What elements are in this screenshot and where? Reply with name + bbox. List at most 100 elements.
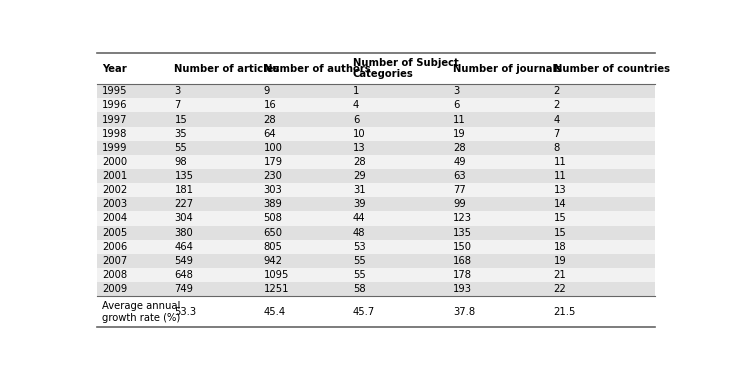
Bar [98,127,170,141]
Text: 100: 100 [264,143,283,153]
Text: 749: 749 [175,284,194,294]
Text: 7: 7 [553,129,560,139]
Text: 303: 303 [264,185,283,195]
Bar [549,169,655,183]
Text: 31: 31 [353,185,366,195]
Bar [98,240,170,254]
Bar [259,127,349,141]
Text: 389: 389 [264,199,283,209]
Bar [448,211,549,226]
Bar [259,197,349,211]
Text: 21: 21 [553,270,567,280]
Text: 1999: 1999 [102,143,128,153]
Bar [98,183,170,197]
Text: 44: 44 [353,213,366,223]
Text: 6: 6 [353,115,359,125]
Bar [170,226,259,240]
Text: 2004: 2004 [102,213,127,223]
Bar [349,254,448,268]
Text: 135: 135 [175,171,194,181]
Text: 16: 16 [264,101,277,111]
Text: 21.5: 21.5 [553,307,576,317]
Bar [448,268,549,282]
Bar [448,226,549,240]
Bar [349,127,448,141]
Bar [170,240,259,254]
Text: 10: 10 [353,129,366,139]
Bar [259,183,349,197]
Bar [259,112,349,127]
Text: 6: 6 [453,101,459,111]
Text: 55: 55 [353,256,366,266]
Bar [549,127,655,141]
Text: 135: 135 [453,228,472,237]
Bar [549,268,655,282]
Bar [259,141,349,155]
Bar [259,268,349,282]
Text: 28: 28 [353,157,366,167]
Bar [549,53,655,84]
Text: Average annual
growth rate (%): Average annual growth rate (%) [102,301,181,322]
Text: 2001: 2001 [102,171,127,181]
Text: 45.4: 45.4 [264,307,286,317]
Bar [448,53,549,84]
Bar [349,155,448,169]
Bar [98,141,170,155]
Bar [448,296,549,327]
Text: 19: 19 [553,256,567,266]
Bar [448,127,549,141]
Text: 181: 181 [175,185,194,195]
Bar [98,112,170,127]
Bar [259,98,349,112]
Text: 2: 2 [553,101,560,111]
Bar [448,240,549,254]
Text: 2008: 2008 [102,270,127,280]
Bar [549,112,655,127]
Bar [170,112,259,127]
Bar [170,197,259,211]
Text: 15: 15 [175,115,187,125]
Text: 13: 13 [353,143,366,153]
Text: 942: 942 [264,256,283,266]
Bar [170,155,259,169]
Text: 53.3: 53.3 [175,307,197,317]
Text: 2: 2 [553,86,560,96]
Bar [349,112,448,127]
Bar [549,296,655,327]
Bar [448,84,549,98]
Text: 35: 35 [175,129,187,139]
Bar [349,226,448,240]
Bar [98,197,170,211]
Bar [349,183,448,197]
Bar [549,282,655,296]
Text: 49: 49 [453,157,466,167]
Bar [170,98,259,112]
Text: 1997: 1997 [102,115,128,125]
Text: 1: 1 [353,86,359,96]
Text: 549: 549 [175,256,194,266]
Bar [259,226,349,240]
Text: 11: 11 [553,171,567,181]
Text: 1996: 1996 [102,101,128,111]
Text: 168: 168 [453,256,472,266]
Bar [98,254,170,268]
Bar [349,282,448,296]
Text: 53: 53 [353,242,366,252]
Bar [170,53,259,84]
Text: 1095: 1095 [264,270,289,280]
Bar [98,226,170,240]
Text: 380: 380 [175,228,193,237]
Bar [349,197,448,211]
Bar [170,141,259,155]
Text: 2009: 2009 [102,284,127,294]
Text: Number of Subject
Categories: Number of Subject Categories [353,58,459,79]
Text: 77: 77 [453,185,466,195]
Text: 14: 14 [553,199,566,209]
Bar [349,141,448,155]
Text: 63: 63 [453,171,466,181]
Text: 58: 58 [353,284,366,294]
Bar [549,141,655,155]
Text: 28: 28 [264,115,276,125]
Bar [259,53,349,84]
Text: 48: 48 [353,228,366,237]
